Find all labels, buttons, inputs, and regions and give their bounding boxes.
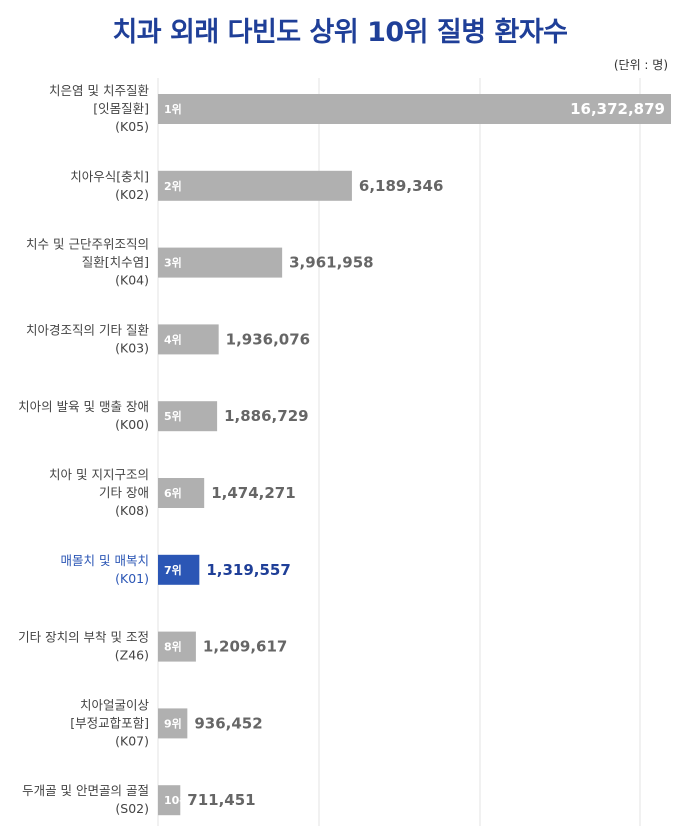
bar — [158, 170, 352, 201]
category-label-line: (K05) — [115, 119, 149, 134]
value-label: 3,961,958 — [289, 254, 373, 272]
category-label-line: 치아얼굴이상 — [80, 697, 150, 712]
category-label-line: 치아경조직의 기타 질환 — [26, 322, 149, 337]
category-label-line: 질환[치수염] — [82, 255, 149, 270]
bar — [158, 324, 219, 355]
bar — [158, 401, 218, 432]
category-label-line: 두개골 및 안면골의 골절 — [22, 783, 149, 798]
rank-label: 1위 — [164, 103, 182, 116]
category-label: 기타 장치의 부착 및 조정 (Z46) — [18, 630, 149, 663]
bar — [158, 247, 283, 278]
category-label-line: 기타 장애 — [99, 485, 149, 500]
category-label-line: 치아 및 지지구조의 — [49, 467, 149, 482]
bars: 치은염 및 치주질환 [잇몸질환] (K05) 1위 16,372,879 치아우식[충치… — [18, 83, 671, 816]
rank-label: 5위 — [164, 410, 182, 423]
value-label: 6,189,346 — [359, 177, 443, 195]
rank-label: 8위 — [164, 641, 182, 654]
category-label-line: [잇몸질환] — [93, 101, 149, 116]
category-label-line: 치아우식[충치] — [70, 169, 149, 184]
category-label-line: 매몰치 및 매복치 — [61, 553, 149, 568]
category-label-line: 기타 장치의 부착 및 조정 — [18, 630, 149, 645]
value-label: 936,452 — [194, 714, 262, 732]
bar — [158, 478, 205, 508]
category-label-line: (K00) — [115, 417, 149, 432]
category-label: 매몰치 및 매복치 (K01) — [61, 553, 149, 586]
value-label: 711,451 — [187, 791, 255, 809]
category-label-line: (Z46) — [115, 648, 149, 663]
category-label-line: (K07) — [115, 733, 149, 748]
category-label: 치아경조직의 기타 질환 (K03) — [26, 322, 149, 355]
grid-lines — [157, 78, 641, 826]
category-label-line: (K08) — [115, 503, 149, 518]
rank-label: 9위 — [164, 717, 182, 730]
category-label-line: [부정교합포함] — [70, 715, 149, 730]
rank-label: 4위 — [164, 333, 182, 346]
unit-label: (단위 : 명) — [613, 58, 668, 72]
value-label: 1,319,557 — [206, 561, 290, 579]
category-label: 치아얼굴이상 [부정교합포함] (K07) — [70, 697, 149, 748]
category-label-line: 치은염 및 치주질환 — [49, 83, 149, 98]
category-label: 치은염 및 치주질환 [잇몸질환] (K05) — [49, 83, 149, 134]
category-label-line: (K03) — [115, 340, 149, 355]
value-label: 1,209,617 — [203, 638, 287, 656]
bar — [158, 785, 181, 816]
rank-label: 7위 — [164, 564, 182, 577]
category-label: 두개골 및 안면골의 골절 (S02) — [22, 783, 149, 816]
category-label-line: (K04) — [115, 273, 149, 288]
bar — [158, 631, 196, 662]
category-label-line: (K02) — [115, 187, 149, 202]
value-label: 1,936,076 — [226, 330, 310, 348]
category-label: 치아의 발육 및 맹출 장애 (K00) — [18, 399, 149, 432]
chart-title: 치과 외래 다빈도 상위 10위 질병 환자수 — [112, 17, 568, 48]
rank-label: 6위 — [164, 487, 182, 500]
category-label-line: (S02) — [115, 801, 149, 816]
rank-label: 3위 — [164, 257, 182, 270]
category-label-line: 치아의 발육 및 맹출 장애 — [18, 399, 149, 414]
rank-label: 10위 — [164, 794, 189, 807]
bar — [158, 708, 188, 739]
value-label: 1,474,271 — [211, 484, 295, 502]
value-label: 1,886,729 — [224, 407, 308, 425]
category-label-line: 치수 및 근단주위조직의 — [26, 237, 149, 252]
bar — [158, 554, 200, 585]
rank-label: 2위 — [164, 180, 182, 193]
category-label-line: (K01) — [115, 571, 149, 586]
value-label: 16,372,879 — [570, 100, 665, 118]
bar — [158, 94, 671, 124]
category-label: 치아우식[충치] (K02) — [70, 169, 149, 202]
